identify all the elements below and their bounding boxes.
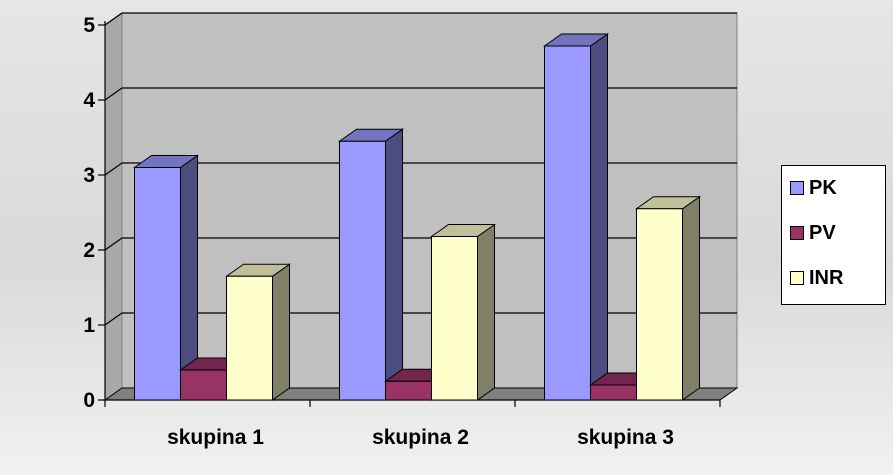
- bar-pk-1: [132, 154, 200, 401]
- y-tick-label: 4: [83, 89, 95, 112]
- x-tick-label: skupina 2: [372, 426, 469, 449]
- bar-inr-3: [634, 195, 702, 401]
- legend-label-pk: PK: [809, 176, 837, 199]
- y-axis-ticks: 0 1 2 3 4 5: [83, 14, 105, 412]
- legend-swatch-inr: [790, 271, 804, 285]
- x-axis-ticks: skupina 1 skupina 2 skupina 3: [104, 400, 721, 449]
- x-tick-label: skupina 1: [167, 426, 264, 449]
- bar-front: [180, 369, 227, 401]
- bar-pk-2: [337, 128, 405, 401]
- y-tick-label: 1: [83, 314, 95, 337]
- bar-front: [431, 236, 478, 401]
- bar-front: [590, 384, 637, 401]
- legend-label-inr: INR: [809, 266, 844, 289]
- side-wall: [104, 12, 123, 401]
- bar-side: [272, 263, 290, 401]
- y-tick-label: 5: [83, 14, 95, 37]
- bar-side: [682, 195, 700, 401]
- gridline: [104, 12, 737, 26]
- legend-item-inr: INR: [790, 266, 843, 290]
- legend-item-pv: PV: [790, 221, 836, 245]
- gridline: [104, 312, 737, 326]
- bar-pk-3: [542, 33, 610, 401]
- bar-front: [544, 45, 591, 401]
- legend: PK PV INR: [781, 165, 886, 305]
- legend-label-pv: PV: [809, 221, 836, 244]
- bar-inr-2: [429, 223, 497, 401]
- y-tick-label: 0: [83, 389, 95, 412]
- y-tick-label: 3: [83, 164, 95, 187]
- legend-swatch-pk: [790, 181, 804, 195]
- bars: [132, 33, 702, 401]
- bar-front: [385, 380, 432, 401]
- bar-front: [134, 167, 181, 401]
- bar-side: [590, 33, 608, 401]
- bar-front: [339, 140, 386, 401]
- legend-item-pk: PK: [790, 176, 837, 200]
- legend-swatch-pv: [790, 226, 804, 240]
- gridline: [104, 162, 737, 176]
- bar-side: [477, 223, 495, 401]
- bar-front: [636, 208, 683, 401]
- bar-inr-1: [224, 263, 292, 401]
- gridline: [104, 87, 737, 101]
- bar-side: [385, 128, 403, 401]
- y-tick-label: 2: [83, 239, 95, 262]
- x-tick-label: skupina 3: [577, 426, 674, 449]
- gridlines: [104, 12, 737, 326]
- gridline: [104, 237, 737, 251]
- bar-front: [226, 275, 273, 401]
